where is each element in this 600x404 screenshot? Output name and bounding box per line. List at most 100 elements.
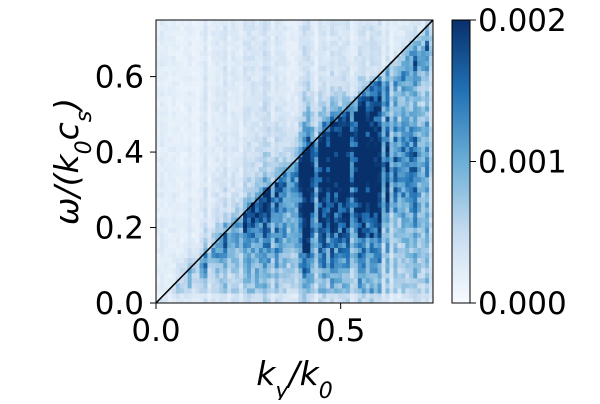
heatmap-cell: [258, 65, 264, 72]
heatmap-cell: [258, 85, 264, 92]
heatmap-cell: [413, 196, 418, 203]
heatmap-cell: [282, 126, 288, 132]
heatmap-cell: [199, 141, 205, 147]
heatmap-cell: [421, 131, 426, 137]
heatmap-cell: [195, 156, 201, 163]
heatmap-cell: [227, 55, 232, 62]
heatmap-cell: [326, 136, 331, 142]
heatmap-cell: [203, 90, 209, 97]
heatmap-cell: [429, 206, 433, 213]
heatmap-cell: [227, 121, 232, 127]
heatmap-cell: [353, 55, 359, 62]
heatmap-cell: [223, 227, 228, 233]
heatmap-cell: [231, 166, 236, 173]
heatmap-cell: [401, 90, 406, 97]
heatmap-cell: [298, 121, 304, 127]
heatmap-cell: [322, 25, 327, 31]
heatmap-cell: [369, 257, 375, 264]
heatmap-cell: [235, 110, 240, 117]
heatmap-cell: [290, 287, 296, 294]
heatmap-cell: [322, 95, 327, 102]
heatmap-cell: [250, 156, 256, 163]
heatmap-cell: [286, 126, 292, 132]
heatmap-cell: [409, 267, 414, 274]
heatmap-cell: [239, 166, 244, 173]
heatmap-cell: [250, 90, 256, 97]
heatmap-cell: [223, 110, 228, 117]
heatmap-cell: [421, 100, 426, 107]
heatmap-cell: [219, 131, 224, 137]
heatmap-cell: [235, 237, 240, 243]
heatmap-cell: [239, 161, 244, 168]
heatmap-cell: [203, 257, 209, 264]
heatmap-cell: [250, 272, 256, 279]
heatmap-cell: [417, 121, 422, 127]
heatmap-cell: [302, 287, 307, 294]
heatmap-cell: [401, 45, 406, 51]
heatmap-cell: [163, 30, 169, 36]
heatmap-cell: [298, 90, 304, 97]
heatmap-cell: [286, 25, 292, 31]
heatmap-cell: [334, 131, 339, 137]
heatmap-cell: [211, 206, 216, 213]
heatmap-cell: [254, 222, 260, 228]
heatmap-cell: [219, 262, 224, 269]
heatmap-cell: [250, 110, 256, 117]
heatmap-cell: [314, 292, 319, 299]
heatmap-cell: [318, 20, 323, 26]
heatmap-cell: [425, 90, 430, 97]
heatmap-cell: [429, 171, 433, 178]
heatmap-cell: [183, 222, 189, 228]
heatmap-cell: [270, 55, 276, 62]
heatmap-cell: [377, 252, 383, 259]
heatmap-cell: [203, 131, 209, 137]
heatmap-cell: [290, 126, 296, 132]
heatmap-cell: [290, 50, 296, 56]
heatmap-cell: [250, 222, 256, 228]
heatmap-cell: [338, 20, 343, 26]
heatmap-cell: [179, 136, 185, 142]
heatmap-cell: [373, 55, 379, 62]
heatmap-cell: [357, 242, 363, 249]
heatmap-cell: [290, 262, 296, 269]
heatmap-cell: [187, 116, 193, 122]
heatmap-cell: [211, 45, 216, 51]
heatmap-cell: [393, 141, 398, 147]
heatmap-cell: [381, 222, 387, 228]
heatmap-cell: [203, 20, 209, 26]
heatmap-cell: [163, 176, 169, 183]
heatmap-cell: [357, 292, 363, 299]
heatmap-cell: [314, 116, 319, 122]
heatmap-cell: [294, 237, 300, 243]
heatmap-cell: [274, 171, 280, 178]
heatmap-cell: [231, 50, 236, 56]
heatmap-cell: [274, 272, 280, 279]
heatmap-cell: [405, 206, 410, 213]
heatmap-cell: [369, 212, 375, 218]
heatmap-cell: [215, 100, 220, 107]
heatmap-cell: [338, 232, 343, 238]
heatmap-cell: [322, 80, 327, 87]
heatmap-cell: [294, 257, 300, 264]
heatmap-cell: [274, 267, 280, 274]
heatmap-cell: [365, 222, 371, 228]
heatmap-cell: [175, 75, 181, 82]
heatmap-cell: [389, 277, 395, 284]
heatmap-cell: [262, 65, 268, 72]
heatmap-cell: [270, 232, 276, 238]
heatmap-cell: [326, 232, 331, 238]
heatmap-cell: [195, 50, 201, 56]
heatmap-cell: [171, 212, 177, 218]
heatmap-cell: [290, 116, 296, 122]
heatmap-cell: [270, 80, 276, 87]
heatmap-cell: [405, 272, 410, 279]
heatmap-cell: [401, 30, 406, 36]
heatmap-cell: [191, 126, 197, 132]
heatmap-cell: [195, 201, 201, 208]
heatmap-cell: [310, 227, 315, 233]
heatmap-cell: [417, 232, 422, 238]
heatmap-cell: [270, 237, 276, 243]
heatmap-cell: [373, 50, 379, 56]
heatmap-cell: [298, 176, 304, 183]
